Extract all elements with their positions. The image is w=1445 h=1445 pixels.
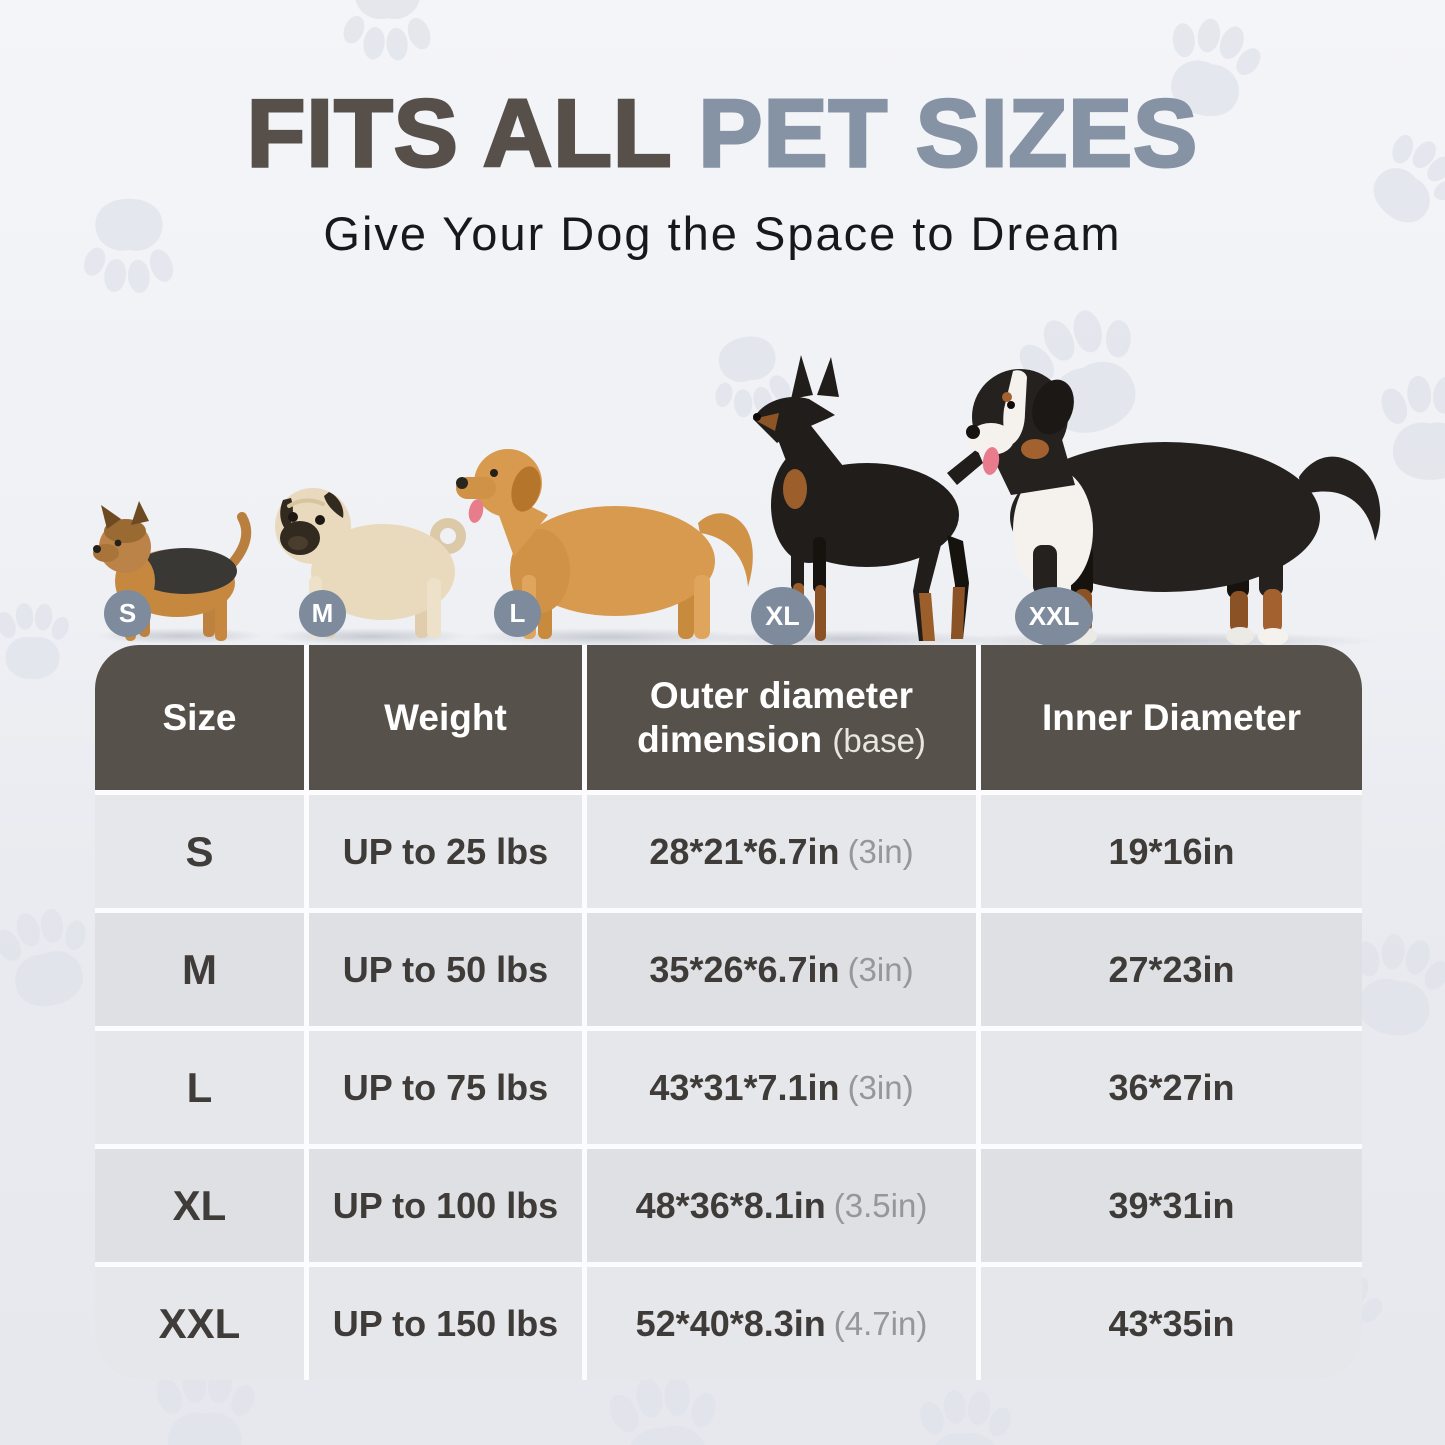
cell-weight: UP to 150 lbs bbox=[309, 1267, 582, 1380]
cell-size: XXL bbox=[95, 1267, 304, 1380]
cell-outer: 28*21*6.7in (3in) bbox=[587, 795, 976, 908]
column-header-outer-diameter: Outer diameter dimension (base) bbox=[587, 645, 976, 790]
cell-weight: UP to 50 lbs bbox=[309, 913, 582, 1026]
paw-print-icon bbox=[905, 1380, 1025, 1445]
dog-bernese-mountain-dog bbox=[915, 345, 1395, 647]
size-badge-m: M bbox=[299, 590, 346, 637]
cell-inner: 43*35in bbox=[981, 1267, 1362, 1380]
cell-weight: UP to 25 lbs bbox=[309, 795, 582, 908]
cell-inner: 39*31in bbox=[981, 1149, 1362, 1262]
size-badge-xl: XL bbox=[751, 587, 814, 646]
cell-inner: 27*23in bbox=[981, 913, 1362, 1026]
size-badge-xxl: XXL bbox=[1015, 587, 1093, 646]
title-accent: PET SIZES bbox=[670, 80, 1199, 187]
size-badge-l: L bbox=[494, 590, 541, 637]
cell-size: XL bbox=[95, 1149, 304, 1262]
cell-weight: UP to 75 lbs bbox=[309, 1031, 582, 1144]
size-chart-table: Size Weight Outer diameter dimension (ba… bbox=[95, 645, 1362, 1380]
paw-print-icon bbox=[330, 0, 445, 70]
cell-outer: 43*31*7.1in (3in) bbox=[587, 1031, 976, 1144]
dog-doberman bbox=[695, 353, 995, 645]
column-header-size: Size bbox=[95, 645, 304, 790]
cell-outer: 52*40*8.3in (4.7in) bbox=[587, 1267, 976, 1380]
cell-weight: UP to 100 lbs bbox=[309, 1149, 582, 1262]
cell-inner: 19*16in bbox=[981, 795, 1362, 908]
cell-size: S bbox=[95, 795, 304, 908]
size-badge-s: S bbox=[104, 590, 151, 637]
cell-inner: 36*27in bbox=[981, 1031, 1362, 1144]
title-primary: FITS ALL bbox=[245, 80, 671, 187]
dog-pug bbox=[265, 450, 475, 645]
cell-size: M bbox=[95, 913, 304, 1026]
column-header-outer-note: (base) bbox=[832, 721, 926, 759]
column-header-inner-diameter: Inner Diameter bbox=[981, 645, 1362, 790]
page-subtitle: Give Your Dog the Space to Dream bbox=[323, 207, 1122, 260]
paw-print-icon bbox=[0, 595, 80, 690]
column-header-weight: Weight bbox=[309, 645, 582, 790]
cell-outer: 48*36*8.1in (3.5in) bbox=[587, 1149, 976, 1262]
cell-size: L bbox=[95, 1031, 304, 1144]
page-title: FITS ALL PET SIZES bbox=[0, 84, 1445, 183]
cell-outer: 35*26*6.7in (3in) bbox=[587, 913, 976, 1026]
